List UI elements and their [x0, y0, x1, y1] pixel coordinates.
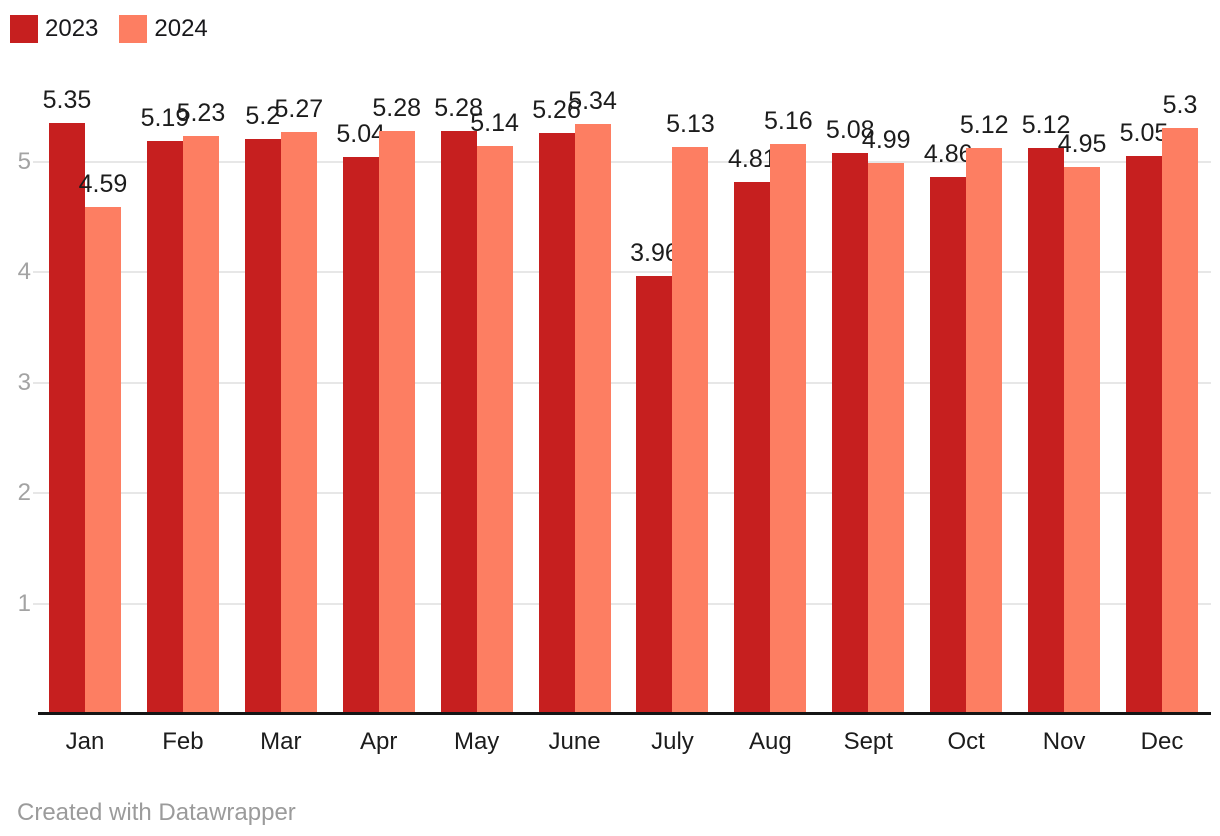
legend-swatch-2024: [119, 15, 148, 43]
bar-2024-mar: [280, 131, 317, 714]
bar-2023-jan: [49, 122, 85, 714]
x-axis-label-oct: Oct: [947, 728, 985, 755]
gridline-1: [33, 602, 1211, 605]
value-label-2024-july: 5.13: [666, 110, 715, 139]
value-label-2024-apr: 5.28: [372, 93, 422, 122]
value-label-2023-oct: 4.86: [923, 139, 973, 168]
x-axis-label-june: June: [548, 728, 601, 755]
value-label-2024-may: 5.14: [470, 109, 519, 138]
y-axis-tick-label-1: 1: [17, 589, 31, 617]
x-axis-label-nov: Nov: [1042, 728, 1086, 755]
gridline-2: [33, 492, 1211, 494]
gridline-5: [33, 160, 1211, 163]
value-label-2024-dec: 5.3: [1162, 91, 1198, 120]
bar-2024-july: [672, 147, 709, 714]
x-axis-label-july: July: [651, 728, 694, 755]
bar-2024-feb: [182, 136, 219, 714]
x-axis-label-sept: Sept: [843, 728, 893, 755]
bar-2024-aug: [770, 143, 807, 714]
legend-item-2024: 2024: [119, 15, 208, 43]
attribution-text: Created with Datawrapper: [17, 799, 296, 826]
x-axis-label-may: May: [453, 728, 500, 755]
y-axis-tick-label-5: 5: [17, 147, 31, 175]
bar-2023-may: [440, 130, 477, 714]
value-label-2023-jan: 5.35: [42, 85, 92, 114]
value-label-2024-june: 5.34: [568, 86, 617, 115]
value-label-2023-mar: 5.2: [245, 102, 281, 131]
bar-2023-apr: [342, 157, 379, 714]
legend-item-2023: 2023: [10, 15, 98, 43]
bar-2023-july: [636, 276, 673, 714]
value-label-2024-jan: 4.59: [78, 169, 128, 198]
value-label-2023-dec: 5.05: [1119, 118, 1169, 147]
bar-2024-jan: [85, 206, 121, 714]
bar-2023-sept: [832, 152, 869, 714]
bar-2024-nov: [1064, 167, 1101, 714]
gridline-3: [33, 381, 1211, 384]
x-axis-label-feb: Feb: [162, 728, 204, 755]
legend-label-2023: 2023: [45, 15, 99, 42]
value-label-2023-aug: 4.81: [728, 145, 777, 174]
value-label-2023-june: 5.26: [532, 95, 581, 124]
bar-2023-oct: [930, 176, 967, 714]
bar-2023-aug: [734, 182, 771, 714]
bar-2023-mar: [244, 139, 281, 714]
bar-2023-nov: [1028, 148, 1065, 714]
value-label-2024-feb: 5.23: [176, 99, 226, 128]
legend-label-2024: 2024: [154, 15, 208, 42]
value-label-2024-mar: 5.27: [274, 94, 324, 123]
value-label-2024-aug: 5.16: [764, 106, 813, 135]
x-axis-label-jan: Jan: [65, 728, 105, 755]
bar-2024-may: [476, 146, 513, 714]
bar-2024-june: [574, 123, 611, 714]
bar-2023-june: [538, 132, 575, 714]
value-label-2023-july: 3.96: [630, 239, 679, 268]
bar-2023-dec: [1126, 155, 1162, 714]
value-label-2023-sept: 5.08: [825, 115, 875, 144]
value-label-2023-may: 5.28: [434, 93, 483, 122]
bar-2024-dec: [1162, 128, 1198, 714]
x-axis-line: [38, 712, 1211, 715]
legend: 2023 2024: [10, 15, 208, 43]
x-axis-label-dec: Dec: [1140, 728, 1184, 755]
value-label-2024-nov: 4.95: [1057, 130, 1107, 159]
y-axis-tick-label-3: 3: [17, 368, 31, 396]
bar-2024-sept: [868, 162, 905, 714]
legend-swatch-2023: [10, 15, 38, 43]
value-label-2023-nov: 5.12: [1021, 111, 1071, 140]
bar-2024-oct: [966, 148, 1003, 714]
value-label-2024-oct: 5.12: [959, 111, 1009, 140]
x-axis-label-mar: Mar: [260, 728, 302, 755]
bar-2024-apr: [378, 130, 415, 714]
bar-2023-feb: [146, 140, 183, 714]
value-label-2024-sept: 4.99: [861, 125, 911, 154]
gridline-4: [33, 271, 1211, 273]
y-axis-tick-label-2: 2: [17, 479, 31, 506]
x-axis-label-aug: Aug: [749, 728, 792, 755]
x-axis-label-apr: Apr: [360, 728, 398, 755]
value-label-2023-feb: 5.19: [140, 103, 190, 132]
y-axis-tick-label-4: 4: [17, 258, 31, 285]
value-label-2023-apr: 5.04: [336, 120, 386, 149]
